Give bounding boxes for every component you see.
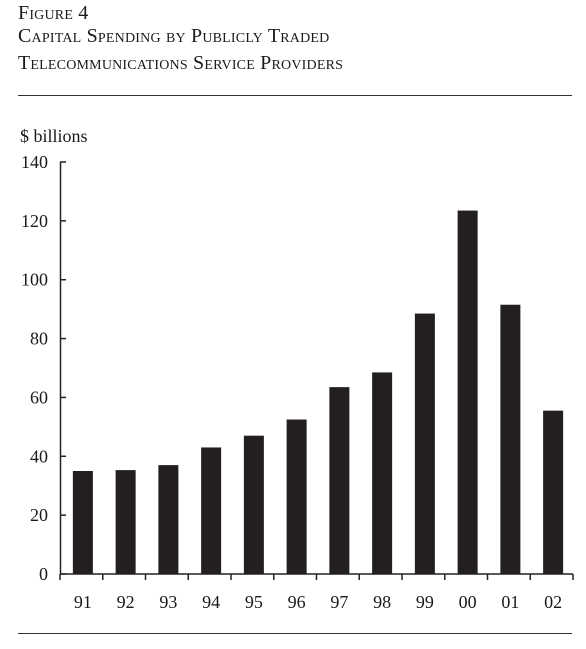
y-axis-ticks: 0 20 40 60 80 100 120 140: [21, 152, 66, 584]
x-tick-label: 02: [544, 592, 562, 612]
bars-group: [72, 210, 564, 575]
x-tick-label: 94: [202, 592, 220, 612]
y-tick-label: 120: [21, 211, 48, 231]
bar-02: [543, 410, 564, 574]
bar-01: [500, 304, 521, 574]
figure-title-line-2: Telecommunications Service Providers: [18, 52, 344, 74]
bar-93: [158, 465, 179, 574]
y-tick-label: 140: [21, 152, 48, 172]
figure-title-line-1: Capital Spending by Publicly Traded: [18, 25, 330, 47]
y-tick-label: 0: [39, 564, 48, 584]
y-tick-label: 100: [21, 270, 48, 290]
bar-00: [457, 210, 478, 575]
x-tick-label: 91: [74, 592, 92, 612]
bar-91: [72, 471, 93, 574]
y-tick-label: 80: [30, 329, 48, 349]
y-axis-label: $ billions: [20, 126, 88, 146]
x-tick-label: 01: [501, 592, 519, 612]
bar-97: [329, 387, 350, 574]
x-axis-labels: 91 92 93 94 95 96 97 98 99 00 01 02: [74, 592, 562, 612]
bar-96: [286, 419, 307, 574]
bar-92: [115, 470, 136, 574]
x-axis-ticks: [59, 574, 574, 580]
bar-95: [243, 435, 264, 574]
x-tick-label: 00: [459, 592, 477, 612]
x-tick-label: 99: [416, 592, 434, 612]
figure-label: Figure 4: [18, 2, 89, 24]
x-tick-label: 92: [117, 592, 135, 612]
bar-98: [372, 372, 393, 574]
y-tick-label: 60: [30, 387, 48, 407]
top-rule: [18, 95, 572, 96]
y-tick-label: 20: [30, 505, 48, 525]
bar-94: [201, 447, 222, 574]
x-tick-label: 98: [373, 592, 391, 612]
bottom-rule: [18, 633, 572, 634]
x-tick-label: 97: [330, 592, 348, 612]
x-tick-label: 93: [159, 592, 177, 612]
x-tick-label: 96: [288, 592, 306, 612]
bar-99: [414, 313, 435, 574]
y-tick-label: 40: [30, 446, 48, 466]
x-tick-label: 95: [245, 592, 263, 612]
